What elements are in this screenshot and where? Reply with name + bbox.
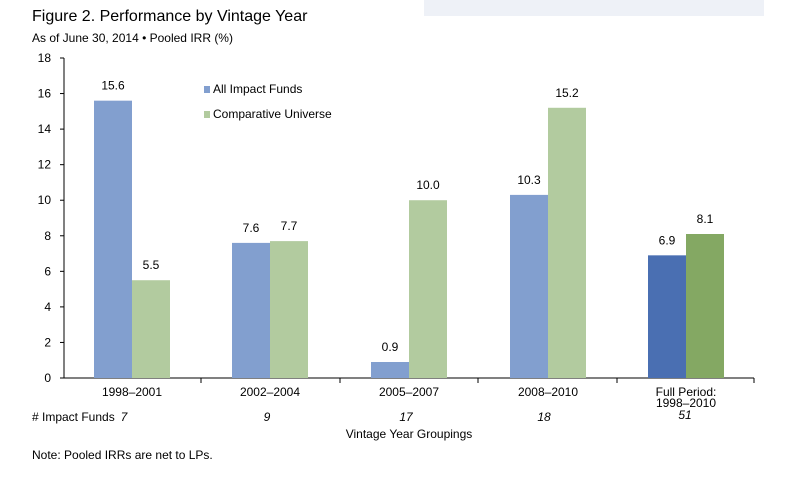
data-label: 10.3 bbox=[517, 173, 541, 187]
bar-comparative bbox=[409, 200, 447, 378]
legend-label: All Impact Funds bbox=[213, 82, 302, 96]
data-label: 5.5 bbox=[143, 258, 160, 272]
bar-comparative bbox=[132, 280, 170, 378]
x-tick-label: 2005–2007 bbox=[379, 385, 439, 399]
x-tick-label: 2008–2010 bbox=[518, 385, 578, 399]
impact-fund-count: 9 bbox=[264, 410, 271, 424]
data-label: 15.6 bbox=[101, 79, 125, 93]
y-tick-label: 6 bbox=[44, 264, 51, 278]
chart-title: Figure 2. Performance by Vintage Year bbox=[32, 8, 308, 25]
bar-impact bbox=[232, 242, 270, 378]
bar-comparative bbox=[270, 241, 308, 378]
y-tick-label: 2 bbox=[44, 335, 51, 349]
data-label: 10.0 bbox=[416, 178, 440, 192]
impact-fund-count: 7 bbox=[121, 410, 129, 424]
impact-funds-row-label: # Impact Funds bbox=[32, 410, 115, 424]
bar-comparative bbox=[686, 234, 724, 378]
chart-subtitle: As of June 30, 2014 • Pooled IRR (%) bbox=[32, 31, 233, 45]
x-tick-label: 1998–2010 bbox=[656, 396, 716, 410]
legend-swatch bbox=[204, 111, 210, 118]
y-tick-label: 4 bbox=[44, 300, 51, 314]
impact-fund-count: 18 bbox=[537, 410, 551, 424]
y-tick-label: 12 bbox=[38, 158, 52, 172]
y-tick-label: 0 bbox=[44, 371, 51, 385]
bar-comparative bbox=[548, 107, 586, 379]
x-tick-label: 1998–2001 bbox=[102, 385, 162, 399]
impact-fund-count: 51 bbox=[678, 408, 691, 422]
chart-note: Note: Pooled IRRs are net to LPs. bbox=[32, 448, 213, 462]
y-tick-label: 10 bbox=[38, 193, 52, 207]
data-label: 15.2 bbox=[555, 86, 579, 100]
x-axis-title: Vintage Year Groupings bbox=[346, 427, 473, 441]
data-label: 8.1 bbox=[697, 212, 714, 226]
x-tick-label: Full Period: bbox=[656, 385, 717, 399]
bar-impact bbox=[94, 100, 132, 379]
bar-impact bbox=[510, 194, 548, 378]
bar-impact bbox=[371, 362, 409, 378]
data-label: 7.6 bbox=[243, 221, 260, 235]
data-label: 6.9 bbox=[659, 233, 676, 247]
data-label: 7.7 bbox=[281, 219, 298, 233]
y-tick-label: 18 bbox=[38, 51, 52, 65]
impact-fund-count: 17 bbox=[399, 410, 414, 424]
bar-impact bbox=[648, 255, 686, 378]
y-tick-label: 8 bbox=[44, 229, 51, 243]
y-tick-label: 16 bbox=[38, 87, 52, 101]
legend-swatch bbox=[204, 86, 210, 93]
header-shade bbox=[424, 0, 764, 16]
data-label: 0.9 bbox=[382, 340, 399, 354]
legend-label: Comparative Universe bbox=[213, 107, 332, 121]
x-tick-label: 2002–2004 bbox=[240, 385, 300, 399]
y-tick-label: 14 bbox=[38, 122, 52, 136]
